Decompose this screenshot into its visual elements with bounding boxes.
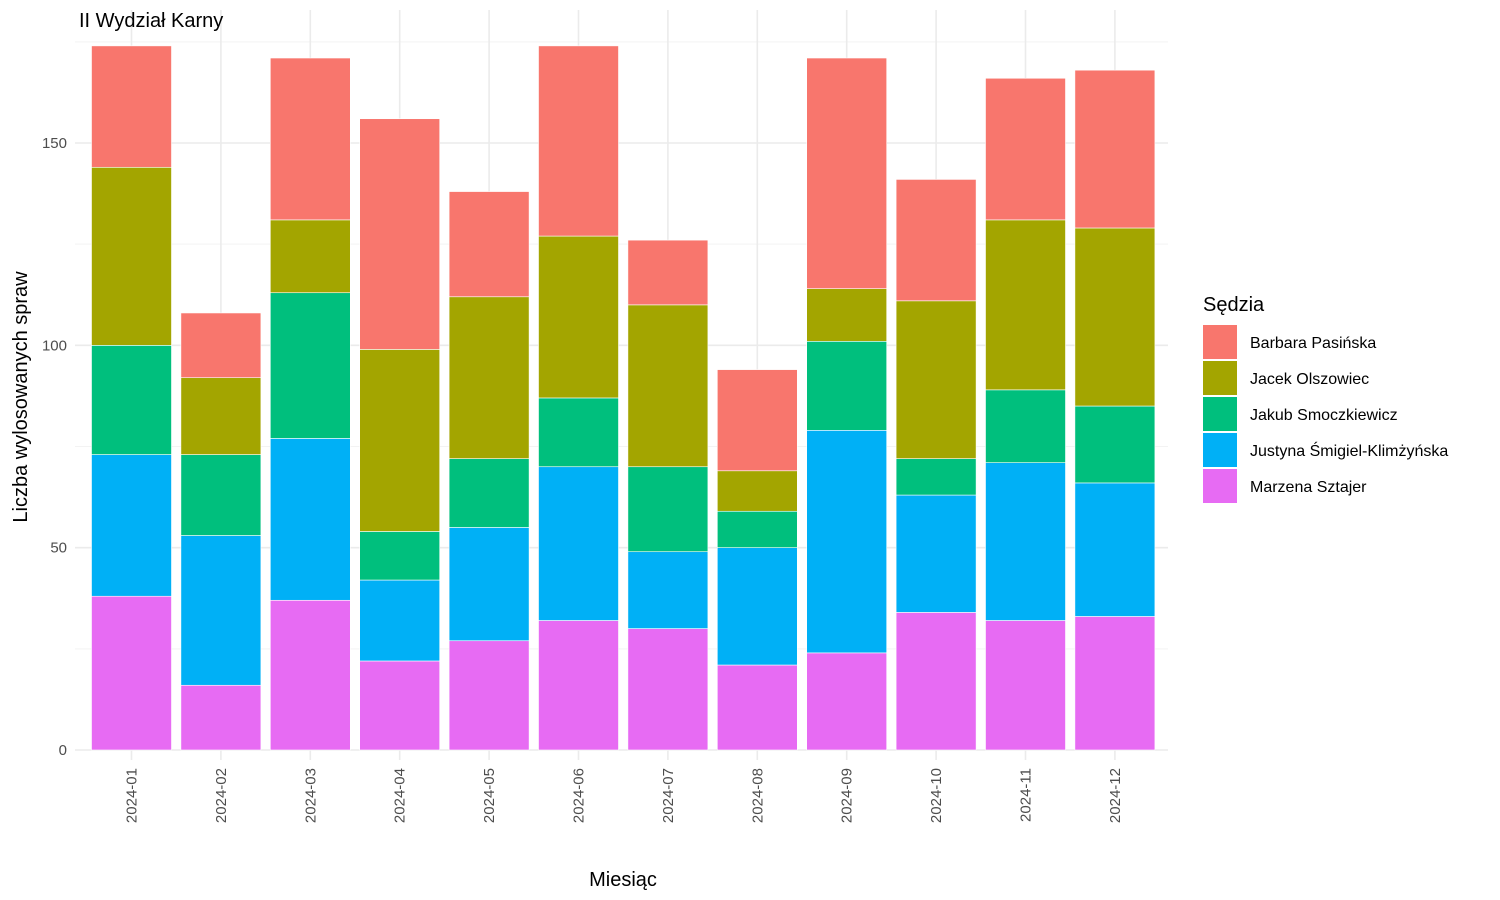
legend-key bbox=[1203, 361, 1237, 395]
y-tick-label: 150 bbox=[42, 135, 67, 152]
legend-label: Jakub Smoczkiewicz bbox=[1250, 407, 1398, 424]
bar-segment bbox=[448, 191, 530, 298]
y-axis-title: Liczba wylosowanych spraw bbox=[10, 271, 32, 523]
bar-segment bbox=[180, 535, 262, 686]
bar-segment bbox=[448, 640, 530, 751]
bar-segment bbox=[1074, 227, 1156, 407]
bar-segment bbox=[269, 599, 351, 751]
x-tick-label: 2024-05 bbox=[481, 768, 498, 823]
bar-segment bbox=[627, 628, 709, 751]
bar-segment bbox=[895, 494, 977, 613]
bar-segment bbox=[359, 579, 441, 662]
bar-segment bbox=[269, 57, 351, 221]
bar-segment bbox=[269, 219, 351, 294]
bar-segment bbox=[716, 369, 798, 472]
legend-label: Marzena Sztajer bbox=[1250, 479, 1367, 496]
chart-title: II Wydział Karny bbox=[79, 10, 223, 32]
bar-segment bbox=[806, 340, 888, 431]
bar-segment bbox=[985, 389, 1066, 463]
legend-label: Barbara Pasińska bbox=[1250, 335, 1376, 352]
bar-segment bbox=[91, 166, 172, 346]
x-tick-label: 2024-06 bbox=[571, 768, 588, 823]
bar-segment bbox=[895, 458, 977, 496]
bar-segment bbox=[627, 466, 709, 553]
x-tick-label: 2024-03 bbox=[302, 768, 319, 823]
bar-segment bbox=[359, 660, 441, 751]
bar-segment bbox=[895, 612, 977, 751]
bar-segment bbox=[716, 510, 798, 548]
x-axis-title: Miesiąc bbox=[589, 869, 657, 891]
bar-segment bbox=[448, 458, 530, 528]
bar-segment bbox=[627, 239, 709, 306]
bar-segment bbox=[538, 235, 619, 399]
bar-segment bbox=[359, 349, 441, 532]
y-tick-label: 0 bbox=[59, 742, 67, 759]
bar-segment bbox=[806, 57, 888, 289]
legend-key bbox=[1203, 469, 1237, 503]
x-tick-label: 2024-09 bbox=[839, 768, 856, 823]
x-tick-label: 2024-07 bbox=[660, 768, 677, 823]
y-tick-label: 100 bbox=[42, 337, 67, 354]
x-axis-ticks: 2024-01 2024-02 2024-03 2024-04 2024-05 2024-… bbox=[124, 768, 1124, 823]
bar-segment bbox=[1074, 482, 1156, 617]
legend-title: Sędzia bbox=[1203, 294, 1265, 316]
x-tick-label: 2024-04 bbox=[392, 768, 409, 823]
legend-key bbox=[1203, 325, 1237, 359]
x-tick-label: 2024-10 bbox=[928, 768, 945, 823]
x-tick-label: 2024-08 bbox=[749, 768, 766, 823]
legend: Sędzia Barbara Pasińska Jacek Olszowiec Ja… bbox=[1203, 294, 1448, 503]
bar-segment bbox=[180, 377, 262, 455]
bar-segment bbox=[91, 595, 172, 751]
legend-key bbox=[1203, 433, 1237, 467]
bar-segment bbox=[895, 300, 977, 459]
bar-segment bbox=[448, 527, 530, 642]
bar-segment bbox=[359, 531, 441, 581]
bar-segment bbox=[985, 219, 1066, 391]
legend-label: Jacek Olszowiec bbox=[1250, 371, 1369, 388]
bar-segment bbox=[806, 652, 888, 751]
bar-segment bbox=[716, 547, 798, 666]
bar-segment bbox=[180, 454, 262, 536]
x-tick-label: 2024-02 bbox=[213, 768, 230, 823]
x-tick-label: 2024-12 bbox=[1107, 768, 1124, 823]
bar-segment bbox=[359, 118, 441, 350]
bar-segment bbox=[985, 77, 1066, 221]
bar-segment bbox=[895, 179, 977, 302]
y-tick-label: 50 bbox=[50, 540, 67, 557]
legend-key bbox=[1203, 397, 1237, 431]
legend-label: Justyna Śmigiel-Klimżyńska bbox=[1250, 441, 1448, 460]
bar-segment bbox=[985, 620, 1066, 751]
bar-segment bbox=[538, 397, 619, 468]
bar-segment bbox=[1074, 616, 1156, 751]
x-tick-label: 2024-01 bbox=[124, 768, 141, 823]
bar-segment bbox=[538, 466, 619, 621]
bar-segment bbox=[1074, 69, 1156, 229]
y-axis-ticks: 0 50 100 150 bbox=[42, 135, 67, 759]
bar-segment bbox=[985, 462, 1066, 621]
bar-segment bbox=[180, 312, 262, 379]
bar-segment bbox=[538, 620, 619, 751]
bar-segment bbox=[91, 454, 172, 597]
bar-segment bbox=[448, 296, 530, 459]
bar-segment bbox=[91, 345, 172, 455]
bar-segment bbox=[716, 664, 798, 751]
bars bbox=[91, 45, 1156, 751]
bar-segment bbox=[627, 551, 709, 629]
bar-segment bbox=[1074, 405, 1156, 484]
bar-segment bbox=[269, 438, 351, 601]
x-tick-label: 2024-11 bbox=[1018, 768, 1035, 822]
bar-segment bbox=[627, 304, 709, 468]
bar-segment bbox=[716, 470, 798, 512]
bar-segment bbox=[806, 288, 888, 342]
bar-segment bbox=[91, 45, 172, 168]
bar-segment bbox=[538, 45, 619, 237]
bar-segment bbox=[269, 292, 351, 439]
bar-segment bbox=[806, 430, 888, 654]
bar-segment bbox=[180, 684, 262, 751]
